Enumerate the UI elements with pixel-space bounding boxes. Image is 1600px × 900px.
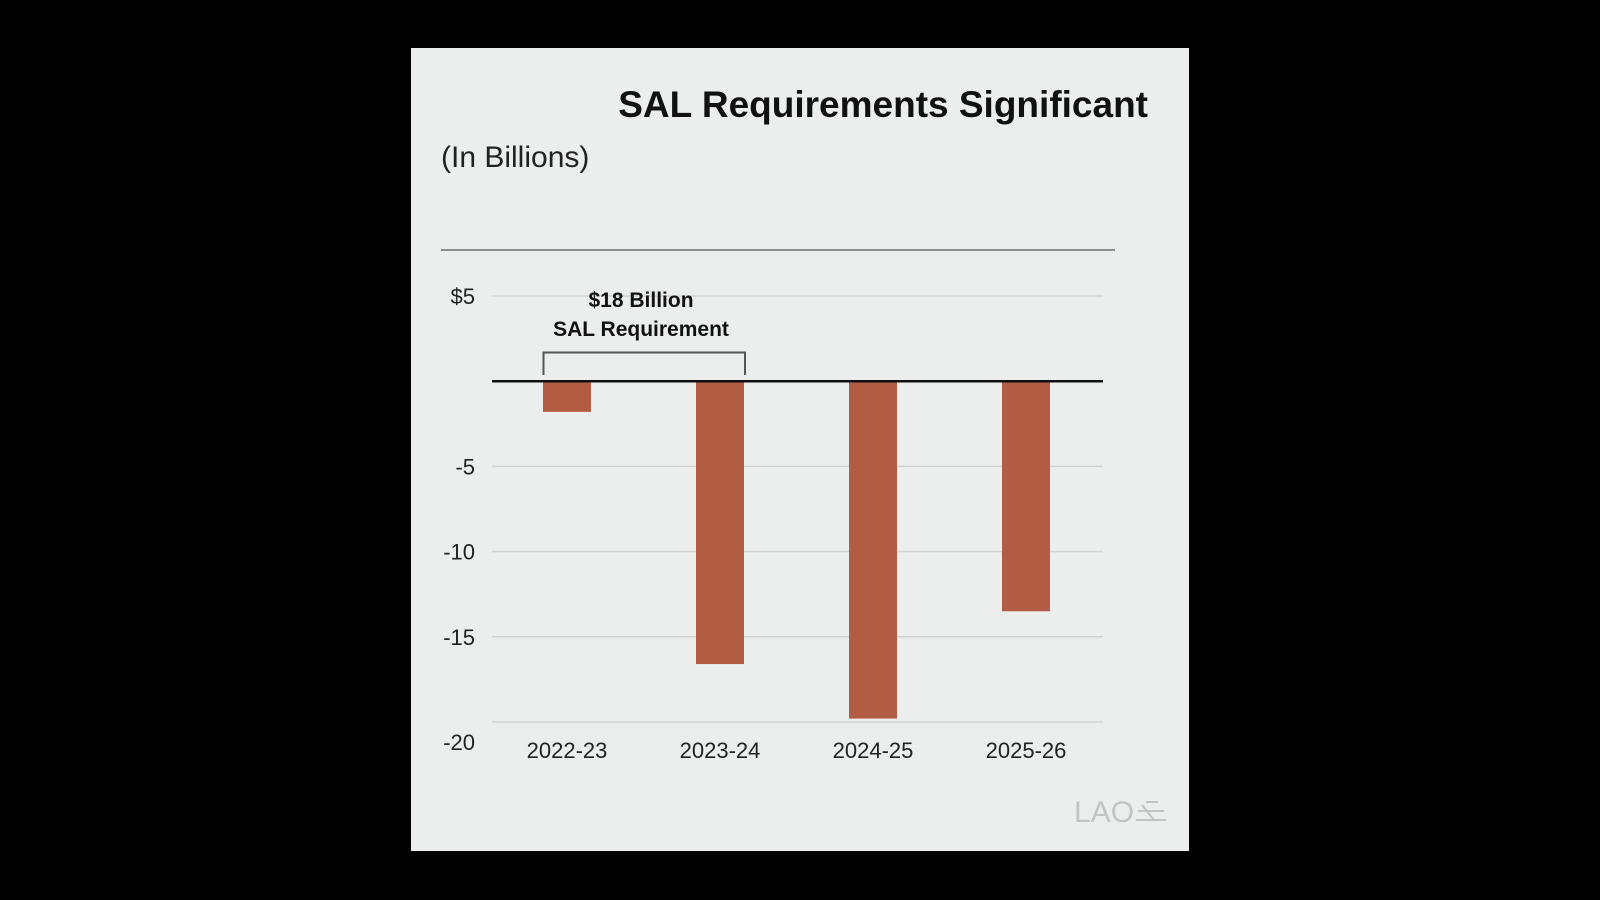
x-tick-label: 2023-24: [680, 738, 761, 763]
y-tick-label: -15: [443, 625, 475, 650]
logo-text: LAO: [1074, 796, 1134, 829]
chart-panel: [411, 48, 1189, 851]
x-tick-label: 2022-23: [527, 738, 608, 763]
bars: [492, 379, 1103, 719]
chart-subtitle: (In Billions): [441, 141, 589, 174]
y-axis-ticks: $5 -5 -10 -15 -20: [443, 284, 475, 755]
annotation-line-2: SAL Requirement: [553, 318, 729, 341]
bar-2025-26: [1002, 381, 1050, 612]
annotation: $18 Billion SAL Requirement: [542, 289, 746, 375]
x-tick-label: 2025-26: [986, 738, 1067, 763]
y-tick-label: -10: [443, 540, 475, 565]
x-axis-ticks: 2022-23 2023-24 2024-25 2025-26: [527, 738, 1067, 763]
bar-2023-24: [696, 381, 744, 665]
chart-title: SAL Requirements Significant: [618, 84, 1148, 125]
bar-2024-25: [849, 381, 897, 719]
grid: [492, 295, 1103, 723]
y-tick-label: -5: [455, 454, 475, 479]
logo-mark: [1136, 801, 1166, 821]
lao-logo: LAO: [1074, 796, 1166, 829]
annotation-bracket: [542, 351, 746, 375]
y-tick-label: -20: [443, 730, 475, 755]
y-tick-label: $5: [451, 284, 475, 309]
bar-2022-23: [543, 381, 591, 412]
x-tick-label: 2024-25: [833, 738, 914, 763]
annotation-line-1: $18 Billion: [588, 289, 693, 312]
